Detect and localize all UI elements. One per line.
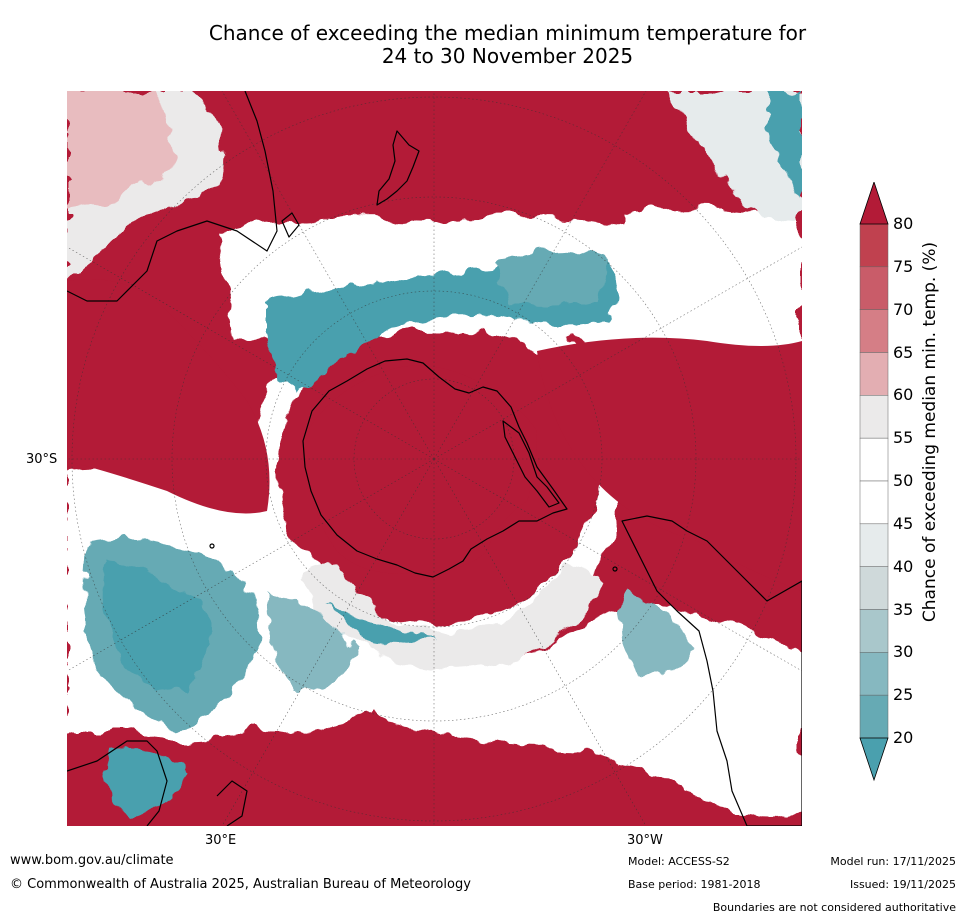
colorbar-tick-label: 80 — [893, 214, 914, 233]
colorbar-top-arrow — [859, 182, 889, 225]
latitude-label-30s: 30°S — [26, 452, 58, 467]
colorbar-bin — [859, 609, 889, 653]
website-link[interactable]: www.bom.gov.au/climate — [10, 853, 174, 868]
model-text: Model: ACCESS-S2 — [628, 855, 730, 868]
longitude-label-30e: 30°E — [205, 833, 237, 848]
graticule — [67, 91, 802, 826]
base-period-text: Base period: 1981-2018 — [628, 878, 761, 891]
colorbar-bin — [859, 523, 889, 567]
colorbar-bin — [859, 437, 889, 482]
map-svg — [67, 91, 802, 826]
colorbar-bin — [859, 309, 889, 353]
colorbar-bin — [859, 223, 889, 268]
colorbar-tick-label: 25 — [893, 685, 914, 705]
colorbar-tick-label: 45 — [893, 513, 914, 533]
map-title-line2: 24 to 30 November 2025 — [381, 44, 634, 68]
disclaimer-text: Boundaries are not considered authoritat… — [712, 901, 956, 914]
longitude-label-30w: 30°W — [627, 833, 663, 848]
new-zealand-coast — [376, 130, 420, 206]
below-median-regions — [83, 91, 802, 816]
issued-text: Issued: 19/11/2025 — [849, 878, 956, 891]
colorbar-tick-label: 70 — [893, 299, 914, 319]
model-run-text: Model run: 17/11/2025 — [830, 855, 956, 868]
colorbar-tick-label: 50 — [893, 471, 914, 490]
map-title-line1: Chance of exceeding the median minimum t… — [208, 21, 807, 45]
colorbar-bins — [859, 223, 889, 739]
colorbar-bin — [859, 694, 889, 739]
madagascar-coast — [216, 780, 248, 826]
tasmania-coast — [281, 212, 300, 238]
colorbar-tick-label: 20 — [893, 728, 914, 747]
australia-coast — [67, 91, 278, 302]
colorbar-bin — [859, 652, 889, 696]
probability-map[interactable] — [67, 91, 802, 826]
coastlines — [67, 91, 802, 826]
colorbar-bin — [859, 395, 889, 439]
colorbar-bottom-arrow — [859, 737, 889, 782]
antarctica-coast — [302, 358, 568, 578]
colorbar-tick-label: 75 — [893, 256, 914, 276]
colorbar-tick-label: 60 — [893, 385, 914, 405]
map-title: Chance of exceeding the median minimum t… — [150, 22, 865, 68]
colorbar-bin — [859, 480, 889, 525]
colorbar-label: Chance of exceeding median min. temp. (%… — [920, 241, 940, 623]
above-median-regions — [67, 279, 802, 591]
colorbar-bin — [859, 266, 889, 310]
antarctic-peninsula-coast — [502, 420, 560, 508]
colorbar-tick-label: 40 — [893, 556, 914, 576]
colorbar-bin — [859, 352, 889, 396]
colorbar-tick-label: 65 — [893, 342, 914, 362]
colorbar-tick-label: 30 — [893, 642, 914, 662]
colorbar-bin — [859, 566, 889, 610]
colorbar — [859, 182, 889, 782]
colorbar-tick-label: 55 — [893, 428, 914, 448]
south-america-coast — [621, 515, 802, 826]
colorbar-tick-label: 35 — [893, 599, 914, 619]
africa-coast — [67, 740, 168, 826]
copyright-text: © Commonwealth of Australia 2025, Austra… — [10, 877, 471, 892]
